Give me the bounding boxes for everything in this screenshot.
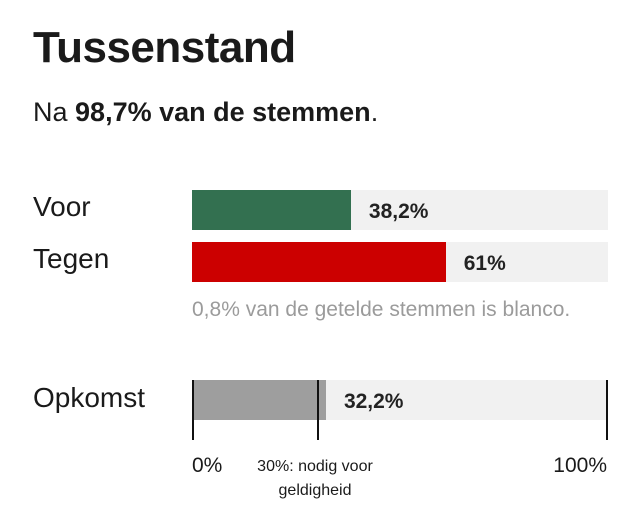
- bar-value-tegen: 61%: [463, 252, 506, 275]
- bar-value-opkomst: 32,2%: [343, 390, 404, 413]
- threshold-label: 30%: nodig voor geldigheid: [257, 458, 373, 499]
- subtitle-suffix: .: [370, 97, 379, 127]
- axis-label-max: 100%: [553, 454, 607, 477]
- page-title: Tussenstand: [33, 23, 296, 72]
- bar-value-voor: 38,2%: [368, 200, 429, 223]
- axis-tick-min: [192, 380, 194, 440]
- subtitle-prefix: Na: [33, 97, 76, 127]
- bar-tegen: [192, 242, 446, 282]
- blank-votes-note: 0,8% van de getelde stemmen is blanco.: [192, 298, 571, 321]
- bar-opkomst: [192, 380, 326, 420]
- axis-tick-max: [606, 380, 608, 440]
- bar-voor: [192, 190, 351, 230]
- row-label-tegen: Tegen: [33, 243, 110, 274]
- bar-track-voor: 38,2%: [192, 190, 608, 230]
- subtitle-bold: 98,7% van de stemmen: [75, 97, 371, 127]
- page-subtitle: Na 98,7% van de stemmen.: [33, 95, 378, 129]
- row-label-voor: Voor: [33, 191, 91, 222]
- threshold-line: [316, 380, 319, 440]
- bar-track-tegen: 61%: [192, 242, 608, 282]
- row-label-opkomst: Opkomst: [33, 382, 146, 413]
- bar-track-opkomst: 32,2%: [192, 380, 608, 420]
- axis-label-min: 0%: [192, 454, 223, 477]
